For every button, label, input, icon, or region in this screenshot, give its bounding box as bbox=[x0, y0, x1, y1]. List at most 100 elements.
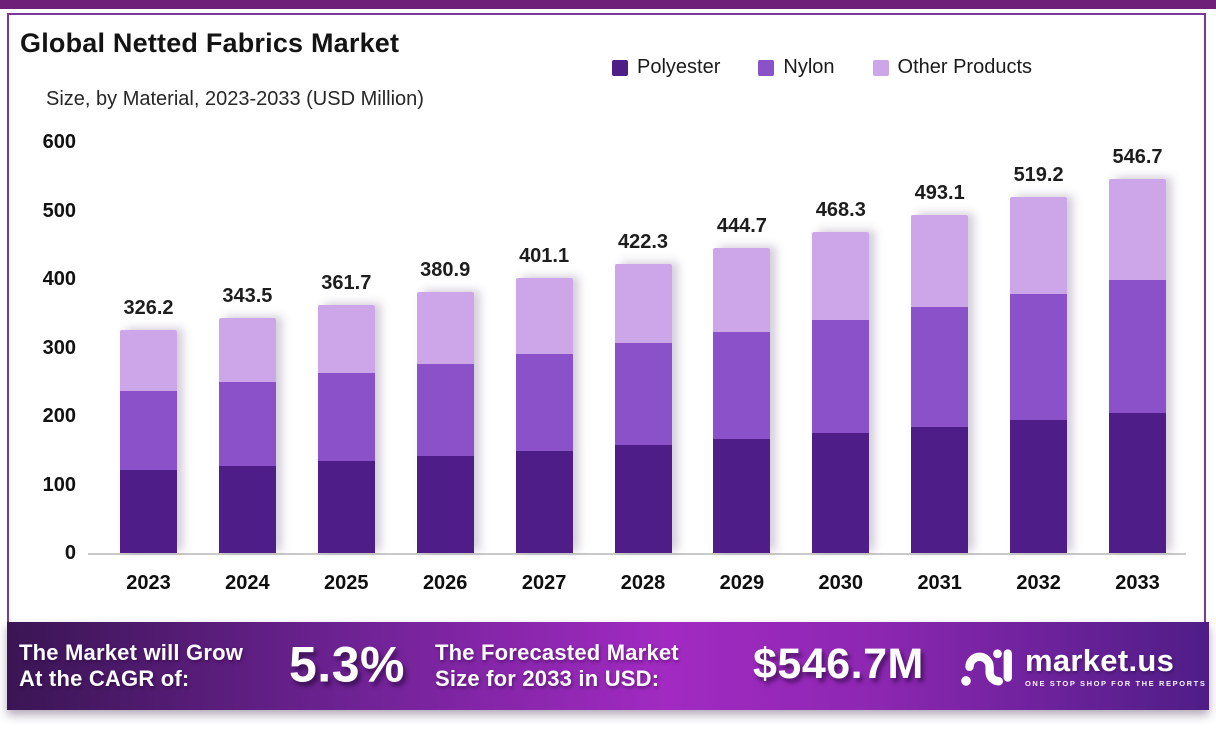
forecast-value: $546.7M bbox=[753, 640, 924, 689]
total-label-2030: 468.3 bbox=[815, 199, 866, 222]
x-axis-label-2025: 2025 bbox=[324, 572, 369, 594]
y-axis-tick-100: 100 bbox=[42, 473, 76, 496]
y-axis-tick-0: 0 bbox=[64, 542, 76, 564]
chart-subtitle: Size, by Material, 2023-2033 (USD Millio… bbox=[46, 88, 424, 110]
x-axis-label-2033: 2033 bbox=[1115, 572, 1160, 594]
bar-group-2030 bbox=[812, 232, 870, 553]
bar-segment-nylon-2033 bbox=[1109, 280, 1166, 413]
bar-segment-nylon-2026 bbox=[416, 363, 474, 456]
total-label-2028: 422.3 bbox=[617, 230, 669, 253]
bar-segment-polyester-2030 bbox=[812, 433, 870, 553]
bar-segment-polyester-2031 bbox=[911, 426, 969, 553]
bar-segment-nylon-2025 bbox=[317, 373, 375, 461]
top-accent-strip bbox=[0, 0, 1216, 9]
legend-item-polyester: Polyester bbox=[612, 56, 720, 79]
total-label-2031: 493.1 bbox=[914, 182, 965, 205]
x-axis-label-2031: 2031 bbox=[917, 572, 962, 594]
bar-segment-other-products-2033 bbox=[1109, 178, 1166, 281]
y-axis-tick-300: 300 bbox=[42, 336, 76, 359]
market-us-logo-mark bbox=[961, 649, 1012, 686]
bar-segment-other-products-2032 bbox=[1010, 197, 1068, 295]
forecast-label-line1: The Forecasted Market bbox=[435, 640, 679, 666]
forecast-label-line2: Size for 2033 in USD: bbox=[435, 666, 660, 691]
legend-swatch bbox=[872, 59, 889, 76]
bar-group-2027 bbox=[515, 278, 573, 553]
total-label-2026: 380.9 bbox=[420, 259, 471, 282]
cagr-value: 5.3% bbox=[289, 636, 405, 693]
footer-banner: The Market will Grow At the CAGR of: 5.3… bbox=[7, 622, 1209, 710]
bar-segment-polyester-2023 bbox=[120, 470, 177, 553]
legend: Polyester Nylon Other Products bbox=[612, 56, 1032, 79]
total-label-2029: 444.7 bbox=[716, 215, 767, 238]
bar-group-2023 bbox=[120, 329, 177, 553]
brand-name: market.us bbox=[1025, 642, 1175, 678]
total-label-2027: 401.1 bbox=[519, 245, 570, 268]
brand-tagline: ONE STOP SHOP FOR THE REPORTS bbox=[1025, 678, 1207, 688]
bar-segment-other-products-2027 bbox=[515, 278, 573, 354]
total-label-2025: 361.7 bbox=[321, 272, 372, 295]
bar-group-2033 bbox=[1109, 178, 1166, 553]
y-axis-tick-500: 500 bbox=[42, 199, 76, 222]
chart-title: Global Netted Fabrics Market bbox=[20, 28, 400, 58]
bar-segment-polyester-2033 bbox=[1109, 412, 1166, 553]
market-us-logo: market.us ONE STOP SHOP FOR THE REPORTS bbox=[959, 640, 1206, 692]
legend-item-nylon: Nylon bbox=[758, 56, 835, 79]
bar-segment-nylon-2029 bbox=[713, 331, 771, 440]
x-axis-label-2029: 2029 bbox=[719, 572, 765, 594]
bar-segment-polyester-2028 bbox=[614, 445, 672, 553]
x-axis-label-2023: 2023 bbox=[126, 572, 171, 594]
bar-group-2032 bbox=[1010, 197, 1068, 553]
x-axis-line bbox=[88, 553, 1186, 555]
x-axis-label-2027: 2027 bbox=[521, 572, 567, 594]
bar-segment-nylon-2028 bbox=[614, 343, 672, 446]
bar-group-2026 bbox=[416, 292, 474, 553]
bar-group-2028 bbox=[614, 263, 672, 553]
bar-segment-polyester-2026 bbox=[416, 455, 474, 553]
total-label-2023: 326.2 bbox=[123, 296, 174, 319]
bar-segment-nylon-2023 bbox=[120, 391, 177, 471]
y-axis-tick-200: 200 bbox=[42, 405, 76, 427]
chart-card bbox=[7, 13, 1206, 622]
legend-swatch bbox=[612, 59, 628, 76]
bar-segment-other-products-2030 bbox=[812, 232, 870, 321]
x-axis-label-2032: 2032 bbox=[1016, 572, 1061, 594]
x-axis-label-2030: 2030 bbox=[818, 572, 864, 594]
bar-segment-polyester-2025 bbox=[317, 460, 375, 553]
total-label-2032: 519.2 bbox=[1013, 164, 1064, 187]
bar-group-2025 bbox=[317, 305, 375, 553]
bar-group-2029 bbox=[713, 248, 771, 553]
legend-label: Other Products bbox=[897, 56, 1033, 78]
bar-segment-other-products-2024 bbox=[218, 317, 276, 383]
forecast-label: The Forecasted Market Size for 2033 in U… bbox=[435, 640, 679, 692]
legend-label: Polyester bbox=[637, 56, 721, 78]
cagr-label-line1: The Market will Grow bbox=[19, 640, 244, 666]
bar-segment-polyester-2029 bbox=[713, 439, 771, 553]
bar-segment-nylon-2031 bbox=[911, 307, 969, 427]
bar-segment-other-products-2029 bbox=[713, 248, 771, 332]
bar-segment-nylon-2027 bbox=[515, 353, 573, 451]
x-axis-label-2028: 2028 bbox=[620, 572, 666, 594]
y-axis-tick-600: 600 bbox=[42, 131, 76, 153]
bar-segment-other-products-2025 bbox=[317, 305, 375, 374]
bar-segment-nylon-2030 bbox=[812, 320, 870, 434]
legend-item-other-products: Other Products bbox=[872, 56, 1033, 79]
bar-segment-other-products-2026 bbox=[416, 292, 474, 364]
bar-segment-polyester-2027 bbox=[515, 450, 573, 553]
total-label-2033: 546.7 bbox=[1112, 145, 1163, 168]
bar-group-2031 bbox=[911, 215, 969, 553]
x-axis-label-2024: 2024 bbox=[225, 572, 270, 594]
total-label-2024: 343.5 bbox=[222, 284, 273, 307]
legend-label: Nylon bbox=[783, 56, 835, 78]
bar-segment-polyester-2032 bbox=[1010, 420, 1068, 553]
bar-segment-nylon-2024 bbox=[218, 382, 276, 466]
bar-segment-nylon-2032 bbox=[1010, 294, 1068, 421]
bar-group-2024 bbox=[218, 317, 276, 553]
bar-segment-other-products-2023 bbox=[120, 329, 177, 392]
market-us-logo-text: market.us ONE STOP SHOP FOR THE REPORTS bbox=[1025, 645, 1206, 688]
x-axis-label-2026: 2026 bbox=[422, 572, 468, 594]
cagr-label: The Market will Grow At the CAGR of: bbox=[19, 640, 243, 692]
y-axis-tick-400: 400 bbox=[42, 268, 76, 290]
bar-segment-other-products-2028 bbox=[614, 263, 672, 344]
bar-segment-other-products-2031 bbox=[911, 215, 969, 308]
